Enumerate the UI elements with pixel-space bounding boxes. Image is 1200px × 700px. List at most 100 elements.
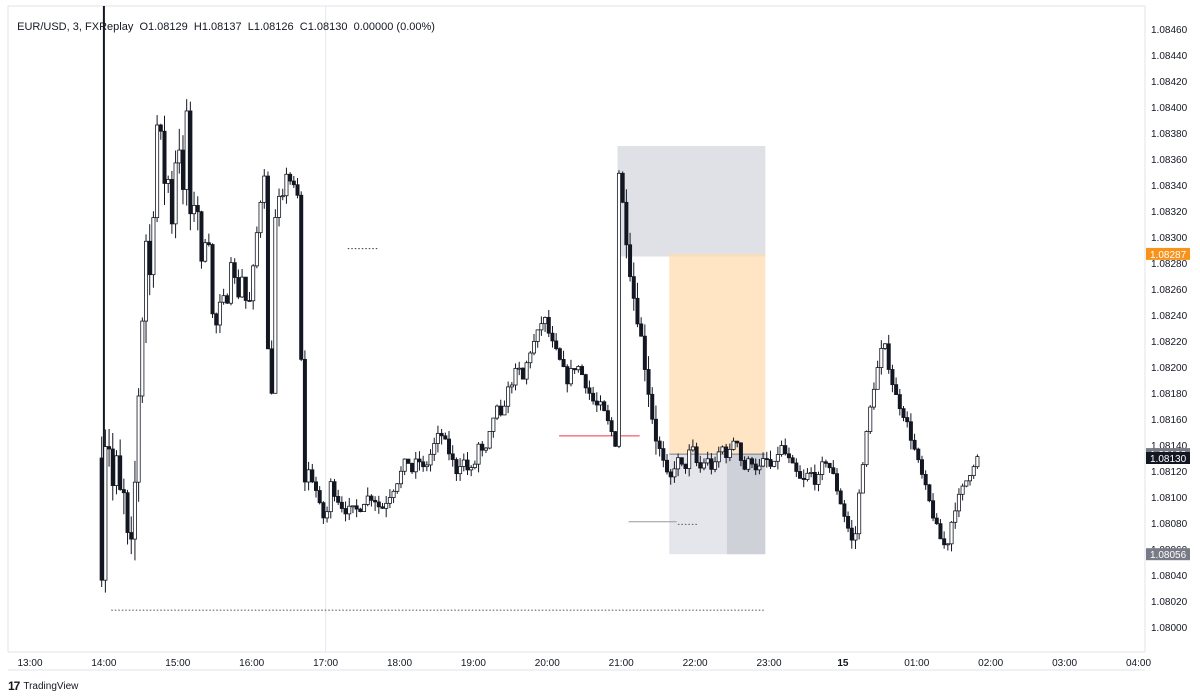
price-tick-label: 1.08340 (1151, 181, 1188, 192)
time-tick-label: 02:00 (978, 658, 1003, 669)
candle-body (535, 329, 540, 342)
candle-body (151, 217, 156, 276)
candle-body (180, 149, 185, 190)
price-tick-label: 1.08040 (1151, 571, 1188, 582)
candle-body (480, 443, 485, 451)
time-tick-label: 01:00 (904, 658, 929, 669)
candle-body (288, 173, 293, 182)
candle-body (310, 469, 315, 483)
candle-body (395, 483, 400, 492)
candle-body (842, 503, 847, 517)
candle-body (384, 502, 389, 509)
candle-body (506, 386, 511, 407)
candle-body (291, 180, 296, 186)
candle-body (772, 460, 777, 467)
candle-body (605, 410, 610, 422)
price-label-box (1146, 247, 1190, 260)
candle-body (883, 343, 888, 349)
ohlc-change: 0.00000 (0.00%) (353, 21, 435, 33)
price-tick-label: 1.08440 (1151, 51, 1188, 62)
time-tick-label: 21:00 (609, 658, 634, 669)
candle-body (775, 454, 780, 462)
price-tick-label: 1.08360 (1151, 155, 1188, 166)
candle-body (616, 172, 621, 447)
candle-body (598, 401, 603, 406)
candle-body (192, 205, 197, 215)
candle-body (517, 367, 522, 370)
candle-body (561, 359, 566, 368)
time-tick-label: 15:00 (165, 658, 190, 669)
candle-body (107, 446, 112, 450)
price-tick-label: 1.08100 (1151, 493, 1188, 504)
candle-body (587, 387, 592, 394)
candle-body (232, 262, 237, 278)
candle-body (447, 438, 452, 455)
candle-body (857, 492, 862, 535)
candle-body (735, 440, 740, 444)
candle-body (373, 499, 378, 503)
candle-body (114, 455, 119, 486)
candle-body (217, 301, 222, 326)
candle-body (871, 388, 876, 408)
candle-body (816, 474, 821, 485)
candle-body (158, 124, 163, 132)
candle-body (136, 395, 141, 483)
candle-body (391, 490, 396, 498)
candle-body (265, 175, 270, 350)
candle-body (343, 508, 348, 515)
price-tick-label: 1.08180 (1151, 389, 1188, 400)
candle-body (894, 384, 899, 395)
symbol-name: EUR/USD (17, 21, 67, 33)
candle-body (410, 463, 415, 473)
price-tick-label: 1.08020 (1151, 597, 1188, 608)
candle-body (975, 456, 980, 468)
candle-body (221, 295, 226, 303)
tradingview-brand[interactable]: 17 TradingView (8, 679, 78, 693)
candle-body (960, 485, 965, 495)
candle-body (764, 458, 769, 460)
time-tick-label: 03:00 (1052, 658, 1077, 669)
candle-body (849, 527, 854, 541)
candle-body (262, 175, 267, 203)
candle-body (953, 510, 958, 523)
candle-body (897, 394, 902, 410)
candle-body (683, 463, 688, 469)
price-tick-label: 1.08160 (1151, 415, 1188, 426)
candle-body (757, 465, 762, 471)
candle-body (380, 506, 385, 509)
candle-body (912, 439, 917, 450)
candle-body (805, 472, 810, 480)
candle-body (934, 517, 939, 525)
time-tick-label: 22:00 (683, 658, 708, 669)
candle-body (295, 184, 300, 196)
candle-body (476, 443, 481, 465)
candle-body (676, 457, 681, 470)
candle-body (698, 462, 703, 469)
candle-body (786, 453, 791, 459)
candle-body (369, 495, 374, 501)
candle-body (860, 464, 865, 494)
price-label-box (1146, 452, 1190, 464)
candle-body (365, 495, 370, 505)
price-tick-label: 1.08000 (1151, 623, 1188, 634)
candle-body (971, 466, 976, 477)
time-tick-label: 20:00 (535, 658, 560, 669)
candle-body (166, 179, 171, 184)
candle-body (424, 464, 429, 468)
candle-body (299, 194, 304, 360)
candle-body (594, 400, 599, 406)
candle-body (798, 471, 803, 479)
candle-body (827, 462, 832, 469)
time-tick-label: 14:00 (91, 658, 116, 669)
candle-body (376, 501, 381, 508)
candle-body (809, 472, 814, 474)
candle-body (491, 417, 496, 432)
price-label-text: 1.08130 (1150, 454, 1187, 465)
price-tick-label: 1.08260 (1151, 285, 1188, 296)
candle-body (591, 392, 596, 402)
candle-body (694, 446, 699, 464)
candle-body (199, 211, 204, 262)
target-zone (669, 253, 766, 455)
